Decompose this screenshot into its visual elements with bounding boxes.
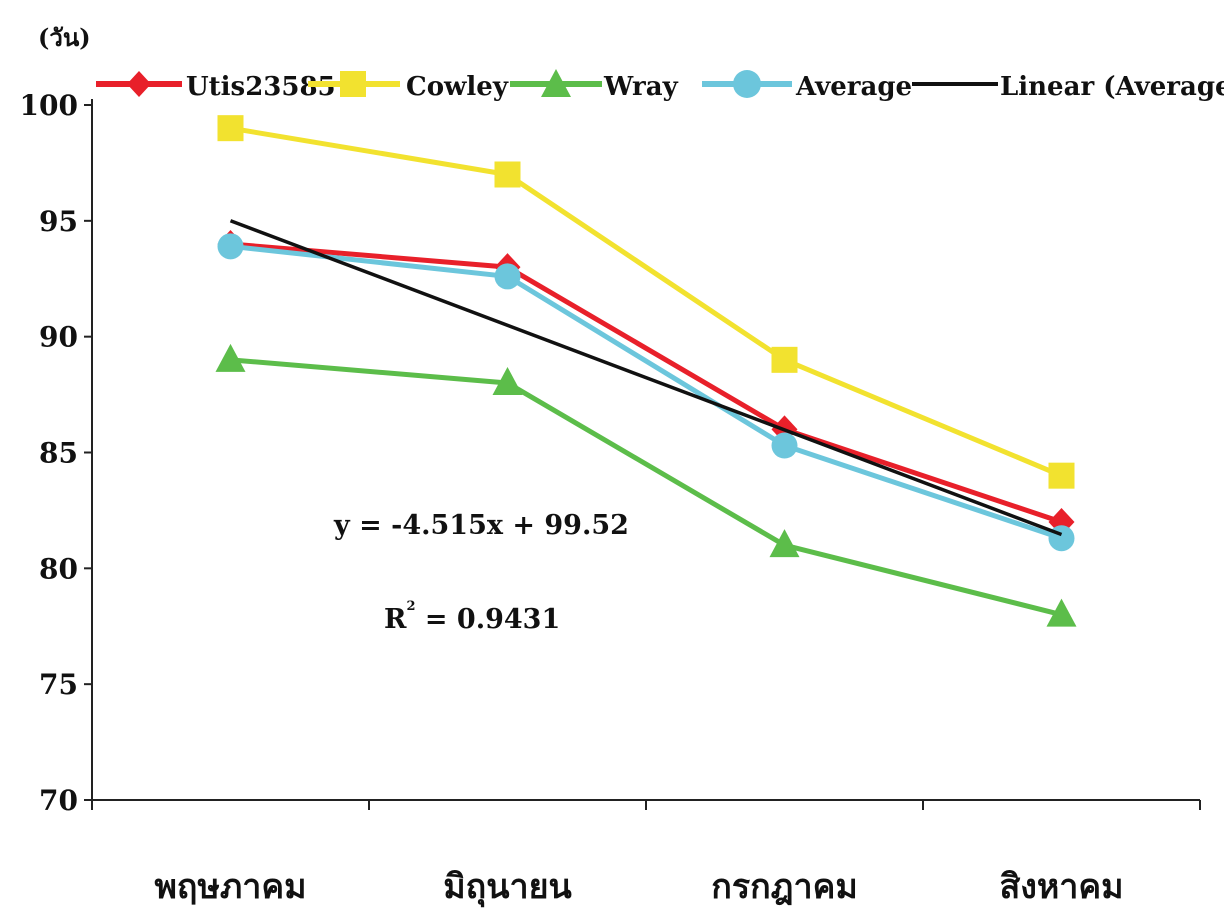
legend-item-average: Average bbox=[702, 68, 912, 108]
legend-item-utis: Utis23585 bbox=[96, 68, 336, 108]
x-tick-label: มิถุนายน bbox=[443, 867, 572, 908]
trendline bbox=[229, 219, 1063, 537]
y-tick-label: 90 bbox=[39, 321, 78, 354]
y-unit-label: (วัน) bbox=[38, 23, 91, 52]
series-line-cowley bbox=[230, 125, 1063, 478]
data-point-wray bbox=[215, 343, 246, 372]
legend-item-cowley: Cowley bbox=[308, 68, 508, 108]
data-point-average bbox=[771, 432, 798, 459]
x-tick-label: กรกฎาคม bbox=[711, 867, 858, 907]
y-tick-label: 80 bbox=[39, 552, 78, 585]
legend-marker-linear bbox=[912, 82, 998, 86]
data-point-cowley bbox=[217, 115, 244, 142]
legend-marker-utis bbox=[96, 71, 182, 97]
y-tick-label: 85 bbox=[39, 437, 78, 470]
legend-marker-average bbox=[702, 70, 792, 98]
legend-marker-cowley bbox=[308, 71, 400, 97]
data-point-cowley bbox=[494, 161, 521, 188]
r-squared-label: R2 = 0.9431 bbox=[384, 599, 561, 635]
legend-label-linear: Linear (Average) bbox=[1000, 72, 1224, 102]
data-point-wray bbox=[492, 367, 523, 395]
y-tick-label: 100 bbox=[20, 89, 78, 122]
trendline-equation: y = -4.515x + 99.52 bbox=[334, 510, 629, 541]
data-point-wray bbox=[1046, 598, 1077, 627]
series-line-average bbox=[230, 243, 1063, 541]
y-tick-label: 70 bbox=[39, 784, 78, 817]
data-point-wray bbox=[769, 529, 800, 558]
r-squared-value: = 0.9431 bbox=[415, 604, 561, 635]
x-tick-label: พฤษภาคม bbox=[154, 867, 306, 907]
legend-label-wray: Wray bbox=[604, 72, 678, 102]
data-point-cowley bbox=[1048, 462, 1075, 489]
legend-label-cowley: Cowley bbox=[406, 72, 508, 102]
y-tick-label: 75 bbox=[39, 668, 78, 701]
y-tick-label: 95 bbox=[39, 205, 78, 238]
data-point-cowley bbox=[771, 346, 798, 373]
legend-label-average: Average bbox=[796, 72, 913, 102]
r-squared-prefix: R bbox=[384, 604, 407, 635]
data-point-average bbox=[494, 263, 521, 290]
legend-item-wray: Wray bbox=[510, 68, 690, 108]
x-tick-label: สิงหาคม bbox=[999, 867, 1123, 907]
series-line-wray bbox=[230, 357, 1063, 618]
legend: Utis23585 Cowley Wray Average Linear (Av… bbox=[96, 68, 1224, 108]
legend-item-linear: Linear (Average) bbox=[912, 68, 1224, 108]
data-point-average bbox=[217, 233, 244, 260]
series-line-utis23585 bbox=[230, 241, 1063, 525]
data-point-average bbox=[1048, 525, 1075, 552]
r-squared-exponent: 2 bbox=[406, 599, 416, 614]
legend-marker-wray bbox=[510, 69, 602, 97]
